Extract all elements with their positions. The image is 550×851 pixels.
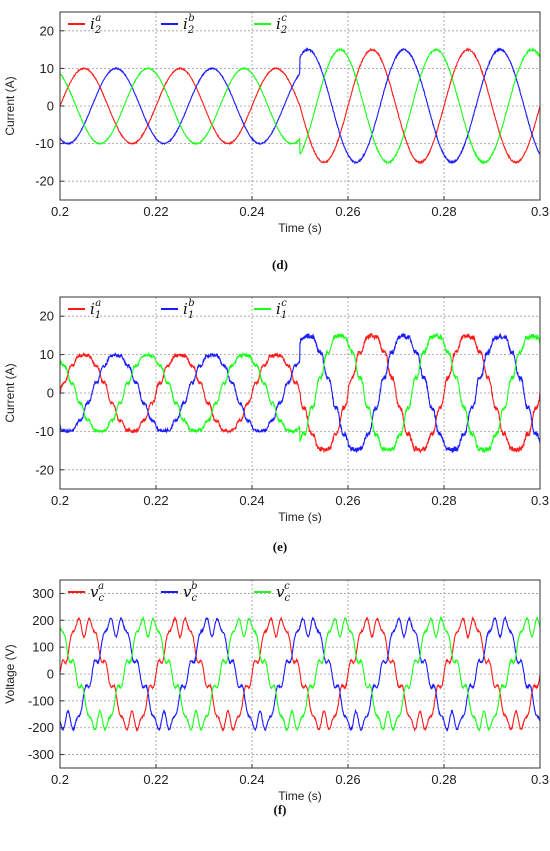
tick-labels: 0.2 0.22 0.24 0.26 0.28 0.3 -300 -200 -100 0 100 20… [28,586,549,787]
chart-panel-e: 0.2 0.22 0.24 0.26 0.28 0.3 -20 -10 0 10 20 Time (s… [3,296,549,554]
y-tick-label: -300 [28,747,54,762]
x-tick-label: 0.26 [335,204,360,219]
legend-entry: vca [90,581,104,604]
x-tick-label: 0.24 [239,204,264,219]
legend-subscript: 2 [280,25,287,36]
x-tick-label: 0.2 [51,204,69,219]
panel-caption: (d) [272,257,288,272]
y-tick-label: -200 [28,720,54,735]
y-tick-label: 20 [40,309,54,324]
legend-superscript: a [95,13,101,24]
legend-superscript: a [95,298,101,309]
y-tick-label: -10 [35,424,54,439]
legend-superscript: c [281,13,287,24]
legend-superscript: c [281,298,287,309]
x-axis-label: Time (s) [278,510,322,524]
legend-subscript: c [191,593,197,604]
x-tick-label: 0.24 [239,772,264,787]
y-tick-label: 10 [40,61,54,76]
y-tick-label: -20 [35,174,54,189]
x-tick-label: 0.22 [143,493,168,508]
legend-subscript: 2 [187,25,194,36]
legend-entry: i1c [276,298,287,321]
series-line-i2c [59,46,541,165]
legend-entry: i2c [276,13,287,36]
legend-superscript: c [284,581,290,592]
x-tick-label: 0.3 [531,204,549,219]
x-tick-label: 0.22 [143,772,168,787]
series-line-i1a [59,332,541,455]
y-tick-label: -20 [35,462,54,477]
legend: i1a i1b i1c [68,298,287,321]
y-tick-label: 20 [40,23,54,38]
x-tick-label: 0.22 [143,204,168,219]
x-axis-label: Time (s) [278,789,322,803]
chart-panel-d: 0.2 0.22 0.24 0.26 0.28 0.3 -20 -10 0 10 20 Time (s… [3,11,549,272]
legend: vca vcb vcc [68,581,290,604]
y-tick-label: 300 [32,586,54,601]
x-tick-label: 0.24 [239,493,264,508]
tick-labels: 0.2 0.22 0.24 0.26 0.28 0.3 -20 -10 0 10 20 [35,309,549,508]
series-line-vca [59,615,541,733]
y-tick-label: 0 [47,99,54,114]
y-tick-label: 100 [32,640,54,655]
y-tick-label: 200 [32,613,54,628]
legend-entry: i2a [90,13,101,36]
y-tick-label: -100 [28,693,54,708]
series-line-i1b [59,332,541,453]
series-line-i2b [59,47,541,165]
series-lines [59,615,541,733]
series-lines [59,332,541,455]
legend-superscript: b [188,13,194,24]
series-line-i2a [59,47,541,165]
x-tick-label: 0.3 [531,772,549,787]
panel-caption: (e) [273,539,287,554]
x-tick-label: 0.26 [335,772,360,787]
series-line-vcb [59,615,541,732]
y-tick-label: 0 [47,386,54,401]
x-tick-label: 0.28 [431,493,456,508]
y-axis-label: Current (A) [3,363,17,422]
legend: i2a i2b i2c [68,13,287,36]
tick-labels: 0.2 0.22 0.24 0.26 0.28 0.3 -20 -10 0 10 20 [35,23,549,219]
y-tick-label: -10 [35,136,54,151]
legend-entry: i1a [90,298,101,321]
legend-subscript: c [98,593,104,604]
panel-caption: (f) [274,802,287,817]
y-axis-label: Current (A) [3,76,17,135]
legend-subscript: c [284,593,290,604]
y-tick-label: 0 [47,667,54,682]
series-line-i1c [59,332,541,453]
legend-subscript: 2 [94,25,101,36]
x-tick-label: 0.26 [335,493,360,508]
legend-entry: i1b [183,298,195,321]
y-axis-label: Voltage (V) [3,644,17,703]
legend-subscript: 1 [95,310,101,321]
x-tick-label: 0.3 [531,493,549,508]
legend-superscript: b [188,298,194,309]
legend-entry: vcb [183,581,198,604]
legend-superscript: b [191,581,197,592]
legend-subscript: 1 [281,310,287,321]
legend-superscript: a [98,581,104,592]
x-axis-label: Time (s) [278,221,322,235]
chart-panel-f: 0.2 0.22 0.24 0.26 0.28 0.3 -300 -200 -100 0 100 20… [3,579,549,817]
x-tick-label: 0.28 [431,772,456,787]
y-tick-label: 10 [40,347,54,362]
x-tick-label: 0.2 [51,772,69,787]
series-lines [59,46,541,165]
legend-entry: vcc [276,581,290,604]
x-tick-label: 0.2 [51,493,69,508]
legend-entry: i2b [183,13,195,36]
x-tick-label: 0.28 [431,204,456,219]
legend-subscript: 1 [188,310,194,321]
series-line-vcc [59,615,541,732]
